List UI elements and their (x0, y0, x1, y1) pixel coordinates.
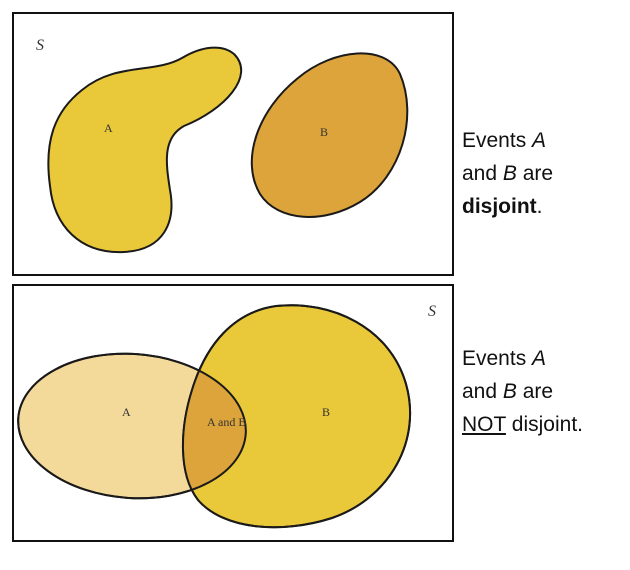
caption-line-2: and B are (462, 157, 553, 190)
set-b-label: B (320, 125, 328, 139)
universe-label: S (428, 303, 436, 320)
caption-text: . (536, 195, 543, 218)
caption-variable-a: A (532, 129, 547, 152)
not-disjoint-caption: Events A and B are NOT disjoint. (462, 342, 583, 441)
caption-text: are (516, 162, 554, 185)
caption-line-1: Events A (462, 342, 583, 375)
set-a-shape (47, 46, 242, 254)
set-b-shape (250, 52, 409, 218)
caption-line-1: Events A (462, 124, 553, 157)
set-a-outline (17, 352, 247, 500)
caption-emphasis: disjoint (462, 195, 537, 218)
caption-text: Events (462, 129, 533, 152)
disjoint-venn-diagram: S A B (36, 37, 409, 254)
caption-text: and (462, 162, 503, 185)
caption-text: Events (462, 347, 533, 370)
universe-label: S (36, 37, 44, 54)
disjoint-caption: Events A and B are disjoint. (462, 124, 553, 223)
caption-line-3: NOT disjoint. (462, 408, 583, 441)
set-b-outline (181, 304, 411, 529)
caption-variable-b: B (502, 162, 517, 185)
set-b-label: B (322, 405, 330, 419)
overlapping-venn-panel: S A A and B B (12, 284, 454, 542)
overlapping-venn-diagram: S A A and B B (17, 303, 436, 529)
caption-text: and (462, 380, 503, 403)
caption-variable-a: A (532, 347, 547, 370)
intersection-label: A and B (207, 415, 246, 429)
disjoint-venn-panel: S A B (12, 12, 454, 276)
set-a-label: A (104, 121, 113, 135)
caption-text: disjoint. (505, 413, 583, 436)
caption-text: are (516, 380, 554, 403)
caption-variable-b: B (502, 380, 517, 403)
set-a-label: A (122, 405, 131, 419)
caption-line-3: disjoint. (462, 190, 553, 223)
caption-emphasis: NOT (462, 413, 506, 436)
caption-line-2: and B are (462, 375, 583, 408)
